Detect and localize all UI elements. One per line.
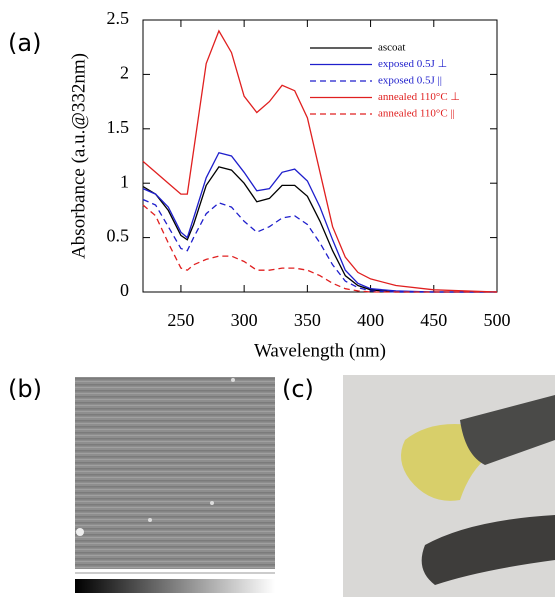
afm-image — [75, 377, 275, 593]
legend-label: exposed 0.5J || — [378, 75, 442, 87]
legend-label: annealed 110°C || — [378, 108, 455, 120]
y-tick-label: 2.5 — [107, 8, 130, 28]
photo — [343, 375, 555, 597]
x-tick-label: 400 — [357, 310, 384, 330]
x-tick-label: 250 — [167, 310, 194, 330]
series-line — [143, 167, 497, 292]
series-line — [143, 200, 497, 293]
x-axis-label: Wavelength (nm) — [254, 340, 386, 361]
x-tick-label: 450 — [420, 310, 447, 330]
y-tick-label: 2 — [120, 63, 129, 83]
legend-label: exposed 0.5J ⊥ — [378, 58, 447, 70]
panel-label: (a) — [8, 29, 41, 57]
x-tick-label: 500 — [484, 310, 511, 330]
series-line — [143, 31, 497, 292]
x-tick-label: 300 — [231, 310, 258, 330]
y-tick-label: 1.5 — [107, 117, 130, 137]
y-tick-label: 1 — [120, 171, 129, 191]
page: (a) (b) (c) Wavelength (nm) Absorbance (… — [0, 0, 558, 604]
legend-label: annealed 110°C ⊥ — [378, 91, 460, 103]
panel-label: (b) — [8, 375, 42, 403]
x-tick-label: 350 — [294, 310, 321, 330]
y-axis-label: Absorbance (a.u.@332nm) — [68, 53, 89, 259]
figure: (a) (b) (c) Wavelength (nm) Absorbance (… — [0, 0, 558, 604]
panel-label: (c) — [282, 375, 314, 403]
y-tick-label: 0.5 — [107, 226, 130, 246]
y-tick-label: 0 — [120, 280, 129, 300]
legend-label: ascoat — [378, 42, 405, 54]
